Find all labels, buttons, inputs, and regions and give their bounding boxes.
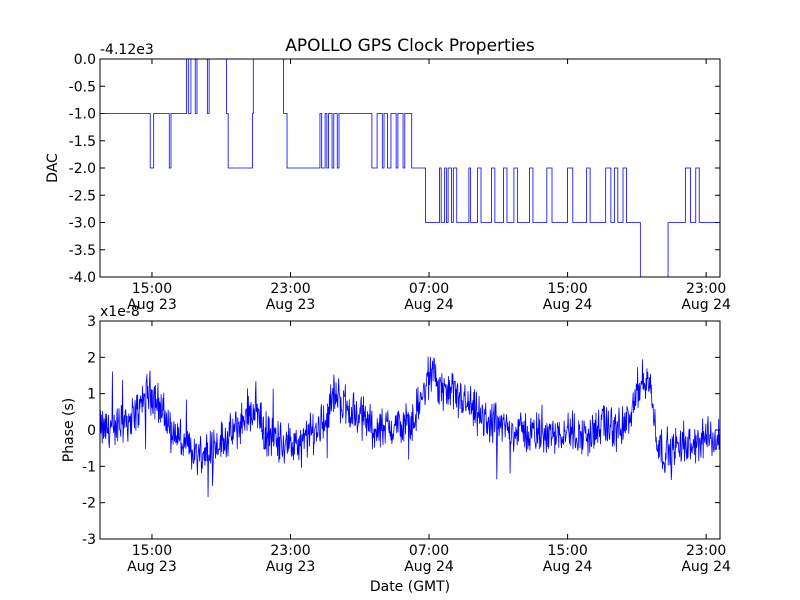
- x-tick-time-label: 07:00: [409, 543, 449, 559]
- x-axis-label: Date (GMT): [370, 579, 450, 595]
- top-offset-text: -4.12e3: [100, 42, 154, 58]
- bottom-plot-frame: [99, 320, 721, 540]
- y-tick-label: -1: [82, 459, 96, 475]
- x-tick-date-label: Aug 24: [404, 559, 454, 575]
- x-tick-time-label: 07:00: [409, 281, 449, 297]
- y-tick-label: -1.5: [69, 134, 96, 150]
- y-tick-label: -0.5: [69, 79, 96, 95]
- bottom-y-axis-label: Phase (s): [61, 398, 77, 462]
- x-tick-date-label: Aug 24: [681, 297, 731, 313]
- x-tick-date-label: Aug 24: [543, 559, 593, 575]
- y-tick-label: 1: [87, 387, 96, 403]
- x-tick-time-label: 15:00: [132, 543, 172, 559]
- y-tick-label: 3: [87, 314, 96, 330]
- x-tick-date-label: Aug 24: [404, 297, 454, 313]
- top-y-axis-label: DAC: [45, 153, 61, 183]
- y-tick-label: 2: [87, 350, 96, 366]
- x-tick-date-label: Aug 23: [127, 559, 177, 575]
- top-y-axis: 0.0 -0.5 -1.0 -1.5 -2.0 -2.5 -3.0 -3.5 -4.0: [69, 52, 720, 286]
- y-tick-label: -3.5: [69, 243, 96, 259]
- top-plot-frame: [99, 58, 721, 278]
- y-tick-label: -1.0: [69, 107, 96, 123]
- x-tick-time-label: 23:00: [270, 281, 310, 297]
- x-tick-time-label: 15:00: [547, 543, 587, 559]
- x-tick-date-label: Aug 23: [266, 559, 316, 575]
- y-tick-label: -2.5: [69, 188, 96, 204]
- x-tick-time-label: 23:00: [686, 543, 726, 559]
- y-tick-label: -3.0: [69, 216, 96, 232]
- y-tick-label: 0: [87, 423, 96, 439]
- y-tick-label: -2: [82, 496, 96, 512]
- x-tick-time-label: 15:00: [132, 281, 172, 297]
- chart-title: APOLLO GPS Clock Properties: [285, 36, 535, 56]
- x-tick-time-label: 23:00: [686, 281, 726, 297]
- y-tick-label: 0.0: [74, 52, 96, 68]
- x-tick-time-label: 15:00: [547, 281, 587, 297]
- x-tick-date-label: Aug 23: [127, 297, 177, 313]
- y-tick-label: -2.0: [69, 161, 96, 177]
- x-tick-date-label: Aug 24: [543, 297, 593, 313]
- x-tick-date-label: Aug 24: [681, 559, 731, 575]
- y-tick-label: -4.0: [69, 270, 96, 286]
- x-tick-date-label: Aug 23: [266, 297, 316, 313]
- x-tick-time-label: 23:00: [270, 543, 310, 559]
- phase-series-line: [99, 356, 721, 498]
- dac-series-line: [100, 58, 720, 278]
- y-tick-label: -3: [82, 532, 96, 548]
- bottom-y-axis: 3 2 1 0 -1 -2 -3: [82, 314, 720, 548]
- bottom-offset-text: x1e-8: [100, 304, 140, 320]
